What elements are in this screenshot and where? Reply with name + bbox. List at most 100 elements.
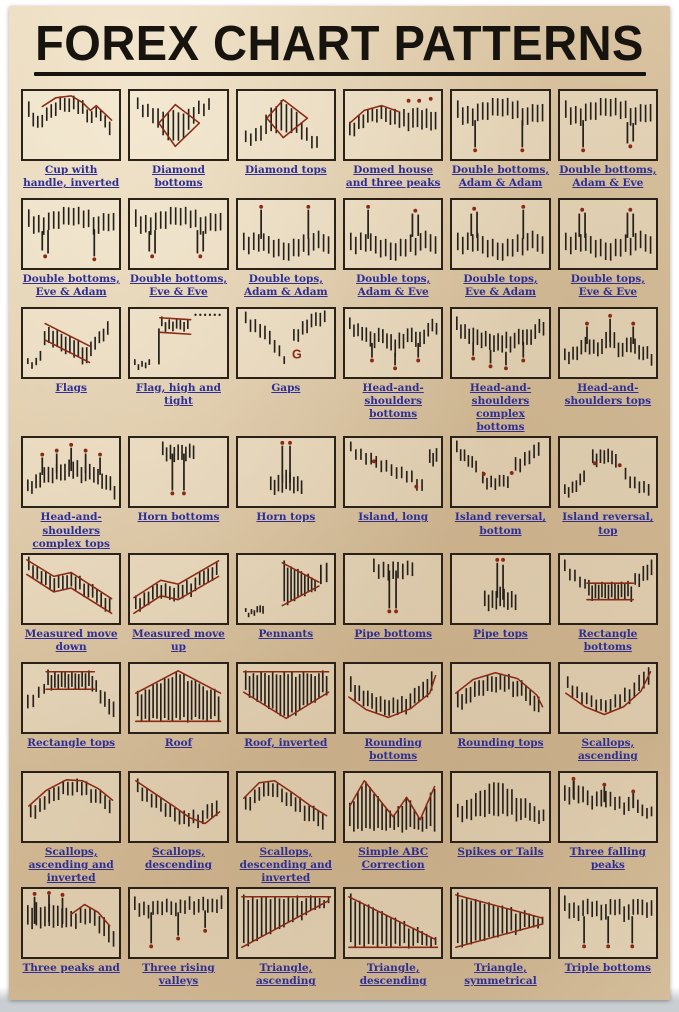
pattern-thumbnail — [235, 887, 336, 960]
pattern-cell: Measured move down — [21, 552, 122, 660]
patterns-grid: Cup with handle, inverted Diamond bottoms… — [21, 88, 658, 994]
pattern-thumbnail — [343, 88, 444, 161]
pattern-chart-icon — [563, 776, 653, 819]
pattern-cell: Three falling peaks — [557, 770, 658, 885]
pattern-cell: Cup with handle, inverted — [21, 88, 122, 196]
title-section: FOREX CHART PATTERNS — [9, 6, 670, 76]
pattern-label: Rectangle bottoms — [578, 627, 638, 653]
pattern-label: Rounding tops — [457, 736, 544, 749]
pattern-cell: Diamond tops — [235, 88, 336, 196]
pattern-thumbnail — [21, 197, 122, 270]
pattern-cell: Measured move up — [128, 552, 229, 660]
pattern-thumbnail — [128, 197, 229, 270]
pattern-thumbnail — [343, 887, 444, 960]
pattern-thumbnail — [557, 197, 658, 270]
pattern-cell: Head-and-shoulders complex bottoms — [450, 306, 551, 435]
pattern-thumbnail — [557, 306, 658, 379]
pattern-thumbnail — [557, 436, 658, 509]
pattern-label: Pennants — [258, 627, 314, 640]
pattern-cell: Island, long — [343, 436, 444, 550]
pattern-chart-icon — [373, 558, 414, 614]
pattern-label: Double tops, Eve & Eve — [570, 272, 645, 299]
pattern-thumbnail — [128, 770, 229, 843]
pattern-label: Scallops, descending — [145, 845, 212, 871]
pattern-cell: Scallops, ascending and inverted — [21, 770, 122, 885]
pattern-cell: Double tops, Adam & Eve — [343, 197, 444, 305]
pattern-thumbnail — [343, 661, 444, 734]
pattern-cell: Island reversal, top — [557, 436, 658, 550]
pattern-cell: Scallops, ascending — [557, 661, 658, 769]
pattern-chart-icon — [348, 96, 437, 137]
pattern-cell: Pipe tops — [450, 552, 551, 660]
pattern-thumbnail — [235, 88, 336, 161]
pattern-label: Head-and-shoulders complex bottoms — [469, 381, 532, 434]
pattern-chart-icon — [457, 204, 544, 261]
pattern-cell: Diamond bottoms — [128, 88, 229, 196]
pattern-label: Double bottoms, Eve & Adam — [22, 272, 120, 299]
pattern-label: Head-and-shoulders complex tops — [32, 511, 110, 550]
pattern-chart-icon — [457, 97, 544, 153]
pattern-thumbnail — [450, 197, 551, 270]
pattern-thumbnail — [343, 306, 444, 379]
pattern-label: Island reversal, bottom — [454, 511, 547, 537]
pattern-thumbnail — [128, 887, 229, 960]
pattern-label: Spikes or Tails — [457, 845, 544, 858]
pattern-thumbnail — [235, 436, 336, 509]
pattern-thumbnail: G — [235, 306, 336, 379]
pattern-cell: Scallops, descending and inverted — [235, 770, 336, 885]
pattern-cell: Pipe bottoms — [343, 552, 444, 660]
pattern-cell: Triangle, symmetrical — [450, 887, 551, 994]
pattern-chart-icon — [135, 206, 222, 259]
pattern-cell: Roof, inverted — [235, 661, 336, 769]
pattern-thumbnail — [343, 436, 444, 509]
pattern-thumbnail — [235, 770, 336, 843]
pattern-cell: Domed house and three peaks — [343, 88, 444, 196]
pattern-thumbnail — [128, 552, 229, 625]
pattern-chart-icon — [348, 779, 436, 833]
pattern-label: Scallops, ascending — [577, 736, 638, 762]
pattern-label: Scallops, ascending and inverted — [28, 845, 114, 885]
pattern-label: Domed house and three peaks — [345, 163, 441, 190]
pattern-cell: Roof — [128, 661, 229, 769]
pattern-cell: Spikes or Tails — [450, 770, 551, 885]
pattern-chart-icon — [564, 207, 652, 261]
pattern-chart-icon — [349, 441, 438, 492]
pattern-cell: Flags — [21, 306, 122, 435]
pattern-label: Flag, high and tight — [136, 381, 221, 408]
poster: FOREX CHART PATTERNS Cup with handle, in… — [9, 6, 670, 1000]
pattern-label: Three peaks and — [22, 962, 120, 975]
pattern-chart-icon — [28, 778, 114, 819]
pattern-chart-icon — [348, 671, 437, 719]
pattern-chart-icon — [564, 97, 652, 153]
pattern-thumbnail — [450, 770, 551, 843]
pattern-thumbnail — [557, 661, 658, 734]
pattern-label: Gaps — [271, 381, 301, 394]
pattern-thumbnail — [235, 197, 336, 270]
pattern-cell: Head-and-shoulders tops — [557, 306, 658, 435]
pattern-cell: Rectangle tops — [21, 661, 122, 769]
pattern-cell: Head-and-shoulders bottoms — [343, 306, 444, 435]
pattern-chart-icon — [26, 669, 115, 717]
pattern-chart-icon — [162, 441, 195, 496]
pattern-cell: Double bottoms, Eve & Adam — [21, 197, 122, 305]
pattern-cell: Double tops, Adam & Adam — [235, 197, 336, 305]
pattern-thumbnail — [557, 552, 658, 625]
pattern-chart-icon: G — [244, 310, 326, 364]
pattern-thumbnail — [450, 306, 551, 379]
pattern-label: Island reversal, top — [562, 511, 654, 537]
pattern-cell: Horn bottoms — [128, 436, 229, 550]
pattern-chart-icon — [242, 204, 330, 261]
pattern-label: Double tops, Eve & Adam — [463, 272, 538, 299]
pattern-cell: Double bottoms, Eve & Eve — [128, 197, 229, 305]
pattern-label: Scallops, descending and inverted — [239, 845, 333, 885]
pattern-cell: G Gaps — [235, 306, 336, 435]
pattern-chart-icon — [26, 556, 113, 614]
pattern-cell: Triple bottoms — [557, 887, 658, 994]
pattern-chart-icon — [244, 98, 318, 149]
pattern-label: Head-and-shoulders bottoms — [362, 381, 424, 421]
pattern-cell: Rectangle bottoms — [557, 552, 658, 660]
pattern-label: Triple bottoms — [564, 962, 651, 975]
pattern-label: Three falling peaks — [569, 845, 646, 871]
pattern-cell: Double tops, Eve & Eve — [557, 197, 658, 305]
pattern-label: Triangle, symmetrical — [464, 962, 537, 988]
